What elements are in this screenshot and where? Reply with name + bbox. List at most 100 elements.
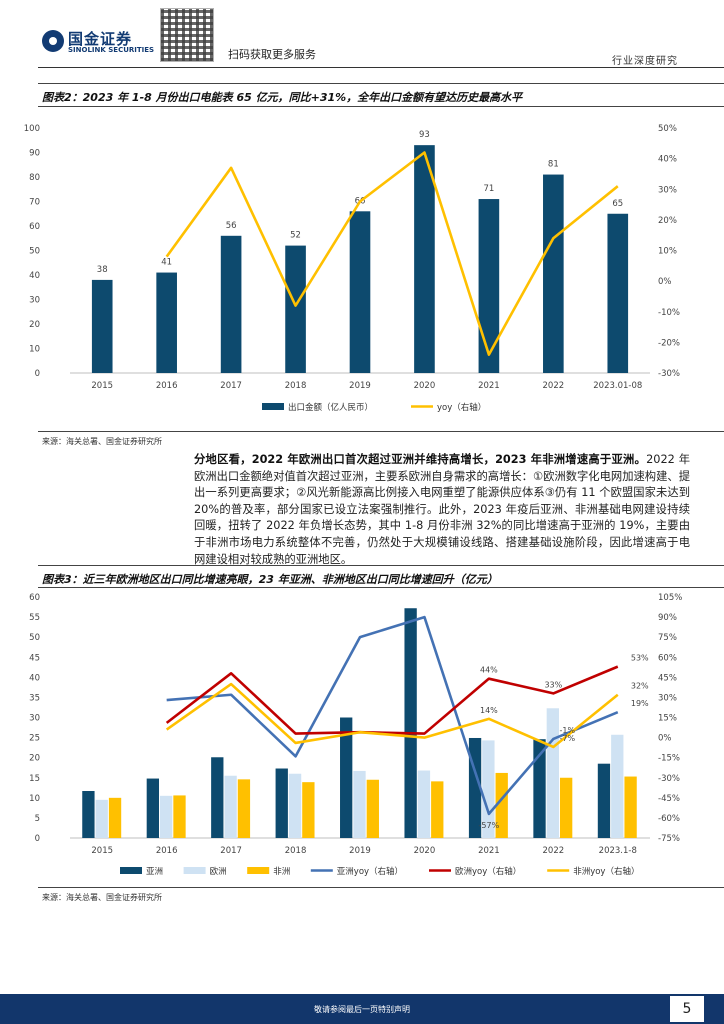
paragraph-body: 2022 年欧洲出口金额绝对值首次超过亚洲，主要系欧洲自身需求的高增长：①欧洲数… [194, 453, 690, 566]
fig3-x-tick-label: 2017 [220, 846, 242, 856]
fig3-right-tick-label: -45% [658, 794, 680, 804]
fig2-left-tick-label: 100 [24, 124, 40, 134]
fig2-right-tick-label: 50% [658, 124, 677, 134]
fig3-line-value-label: 53% [631, 654, 649, 663]
fig3-legend-label: 亚洲yoy（右轴） [337, 866, 403, 877]
fig2-bar [91, 279, 113, 373]
fig2-right-tick-label: -10% [658, 308, 680, 318]
fig2-x-tick-label: 2015 [91, 381, 113, 391]
fig2-bar-value-label: 65 [612, 199, 623, 209]
fig3-x-tick-label: 2023.1-8 [599, 846, 637, 856]
fig3-right-tick-label: 45% [658, 673, 677, 683]
fig3-left-tick-label: 35 [29, 693, 40, 703]
fig3-bar [275, 768, 288, 838]
fig3-line-value-label: -1% [560, 726, 576, 735]
figure2-bottom-rule [38, 431, 724, 432]
figure3-chart-svg: 0 5 10 15 20 25 30 35 40 45 50 55 60 -75% -60% -45% -30%… [29, 593, 682, 877]
fig2-bar-value-label: 38 [97, 265, 108, 275]
fig3-line-series [165, 682, 619, 749]
fig2-bar [285, 245, 306, 373]
fig3-line-value-label: 14% [480, 706, 498, 715]
page-number: 5 [670, 996, 704, 1022]
sinolink-logo-icon [42, 30, 64, 52]
fig3-line-series [166, 615, 619, 816]
figure3-source: 来源：海关总署、国金证券研究所 [42, 893, 162, 902]
brand-name-cn: 国金证券 [68, 30, 133, 48]
fig3-bar [482, 740, 495, 838]
fig3-bar [597, 763, 611, 838]
fig2-left-tick-label: 60 [29, 222, 40, 232]
fig2-legend-swatch [262, 403, 284, 410]
fig2-left-tick-label: 0 [35, 369, 40, 379]
fig3-left-tick-label: 25 [29, 734, 40, 744]
qr-code-icon[interactable] [160, 8, 214, 62]
footer-disclaimer: 敬请参阅最后一页特别声明 [314, 1005, 410, 1014]
figure2-chart-svg: 0 10 20 30 40 50 60 70 80 90 100 -30% -20% -10% 0% 10% 2… [24, 124, 680, 413]
fig3-left-tick-label: 10 [29, 794, 40, 804]
figure3-bottom-rule [38, 887, 724, 888]
paragraph-lead: 分地区看，2022 年欧洲出口首次超过亚洲并维持高增长，2023 年非洲增速高于… [194, 453, 647, 466]
fig3-legend-label: 非洲yoy（右轴） [573, 866, 639, 877]
fig3-x-tick-label: 2021 [478, 846, 500, 856]
fig3-left-tick-label: 40 [29, 673, 40, 683]
fig3-left-tick-label: 15 [29, 774, 40, 784]
page-header: 国金证券 SINOLINK SECURITIES 扫码获取更多服务 行业深度研究 [0, 0, 724, 70]
fig3-legend-swatch [120, 867, 142, 874]
fig2-x-tick-label: 2022 [543, 381, 565, 391]
fig3-bar [559, 777, 573, 838]
fig2-bar-value-label: 71 [483, 184, 494, 194]
fig2-bar-value-label: 52 [290, 231, 301, 241]
fig3-line-value-label: 44% [480, 666, 498, 675]
fig3-right-tick-label: -60% [658, 814, 680, 824]
fig3-legend-swatch [183, 867, 206, 874]
fig3-right-tick-label: 105% [658, 593, 682, 603]
fig3-bar [404, 608, 417, 838]
fig3-bar [431, 781, 444, 838]
fig3-bar [95, 799, 108, 838]
fig3-bar [417, 770, 431, 838]
fig3-left-tick-label: 0 [35, 834, 40, 844]
fig3-right-tick-label: -15% [658, 754, 680, 764]
fig2-right-tick-label: 20% [658, 216, 677, 226]
fig2-x-tick-label: 2016 [156, 381, 178, 391]
brand-name-en: SINOLINK SECURITIES [68, 46, 155, 54]
fig2-bar [156, 272, 177, 373]
fig3-right-tick-label: -75% [658, 834, 680, 844]
fig2-right-tick-label: 40% [658, 155, 677, 165]
fig2-left-tick-label: 10 [29, 345, 40, 355]
footer-bar [0, 994, 724, 1024]
fig2-bar [220, 235, 242, 373]
fig3-bar [160, 795, 173, 838]
figure3-title-rule [38, 587, 724, 588]
fig3-bar [611, 734, 624, 838]
fig3-line-value-label: 33% [544, 680, 562, 689]
fig3-legend-swatch [247, 867, 270, 874]
fig2-bar-value-label: 41 [161, 258, 172, 268]
figure2-title-rule [38, 106, 724, 107]
fig3-legend-label: 亚洲 [146, 867, 163, 877]
fig3-right-tick-label: 90% [658, 613, 677, 623]
fig3-bar [173, 795, 186, 838]
fig3-line-series [165, 665, 619, 735]
fig3-right-tick-label: 60% [658, 653, 677, 663]
fig3-x-tick-label: 2015 [91, 846, 113, 856]
fig3-bar [108, 797, 122, 838]
fig2-bar [478, 199, 500, 373]
fig3-line-value-label: 32% [631, 682, 649, 691]
fig2-left-tick-label: 30 [29, 296, 40, 306]
fig3-bar [624, 776, 637, 838]
fig2-left-tick-label: 20 [29, 320, 40, 330]
report-type-label: 行业深度研究 [612, 56, 678, 67]
fig3-left-tick-label: 45 [29, 653, 40, 663]
fig3-left-tick-label: 60 [29, 593, 40, 603]
fig2-x-tick-label: 2021 [478, 381, 500, 391]
fig3-bar [533, 739, 546, 838]
fig3-right-tick-label: 15% [658, 714, 677, 724]
fig3-bar [211, 757, 224, 838]
fig3-left-tick-label: 55 [29, 613, 40, 623]
fig2-right-tick-label: -30% [658, 369, 680, 379]
body-paragraph: 分地区看，2022 年欧洲出口首次超过亚洲并维持高增长，2023 年非洲增速高于… [194, 452, 690, 568]
fig3-right-tick-label: -30% [658, 774, 680, 784]
fig3-bar [146, 778, 160, 838]
header-divider [38, 67, 724, 68]
